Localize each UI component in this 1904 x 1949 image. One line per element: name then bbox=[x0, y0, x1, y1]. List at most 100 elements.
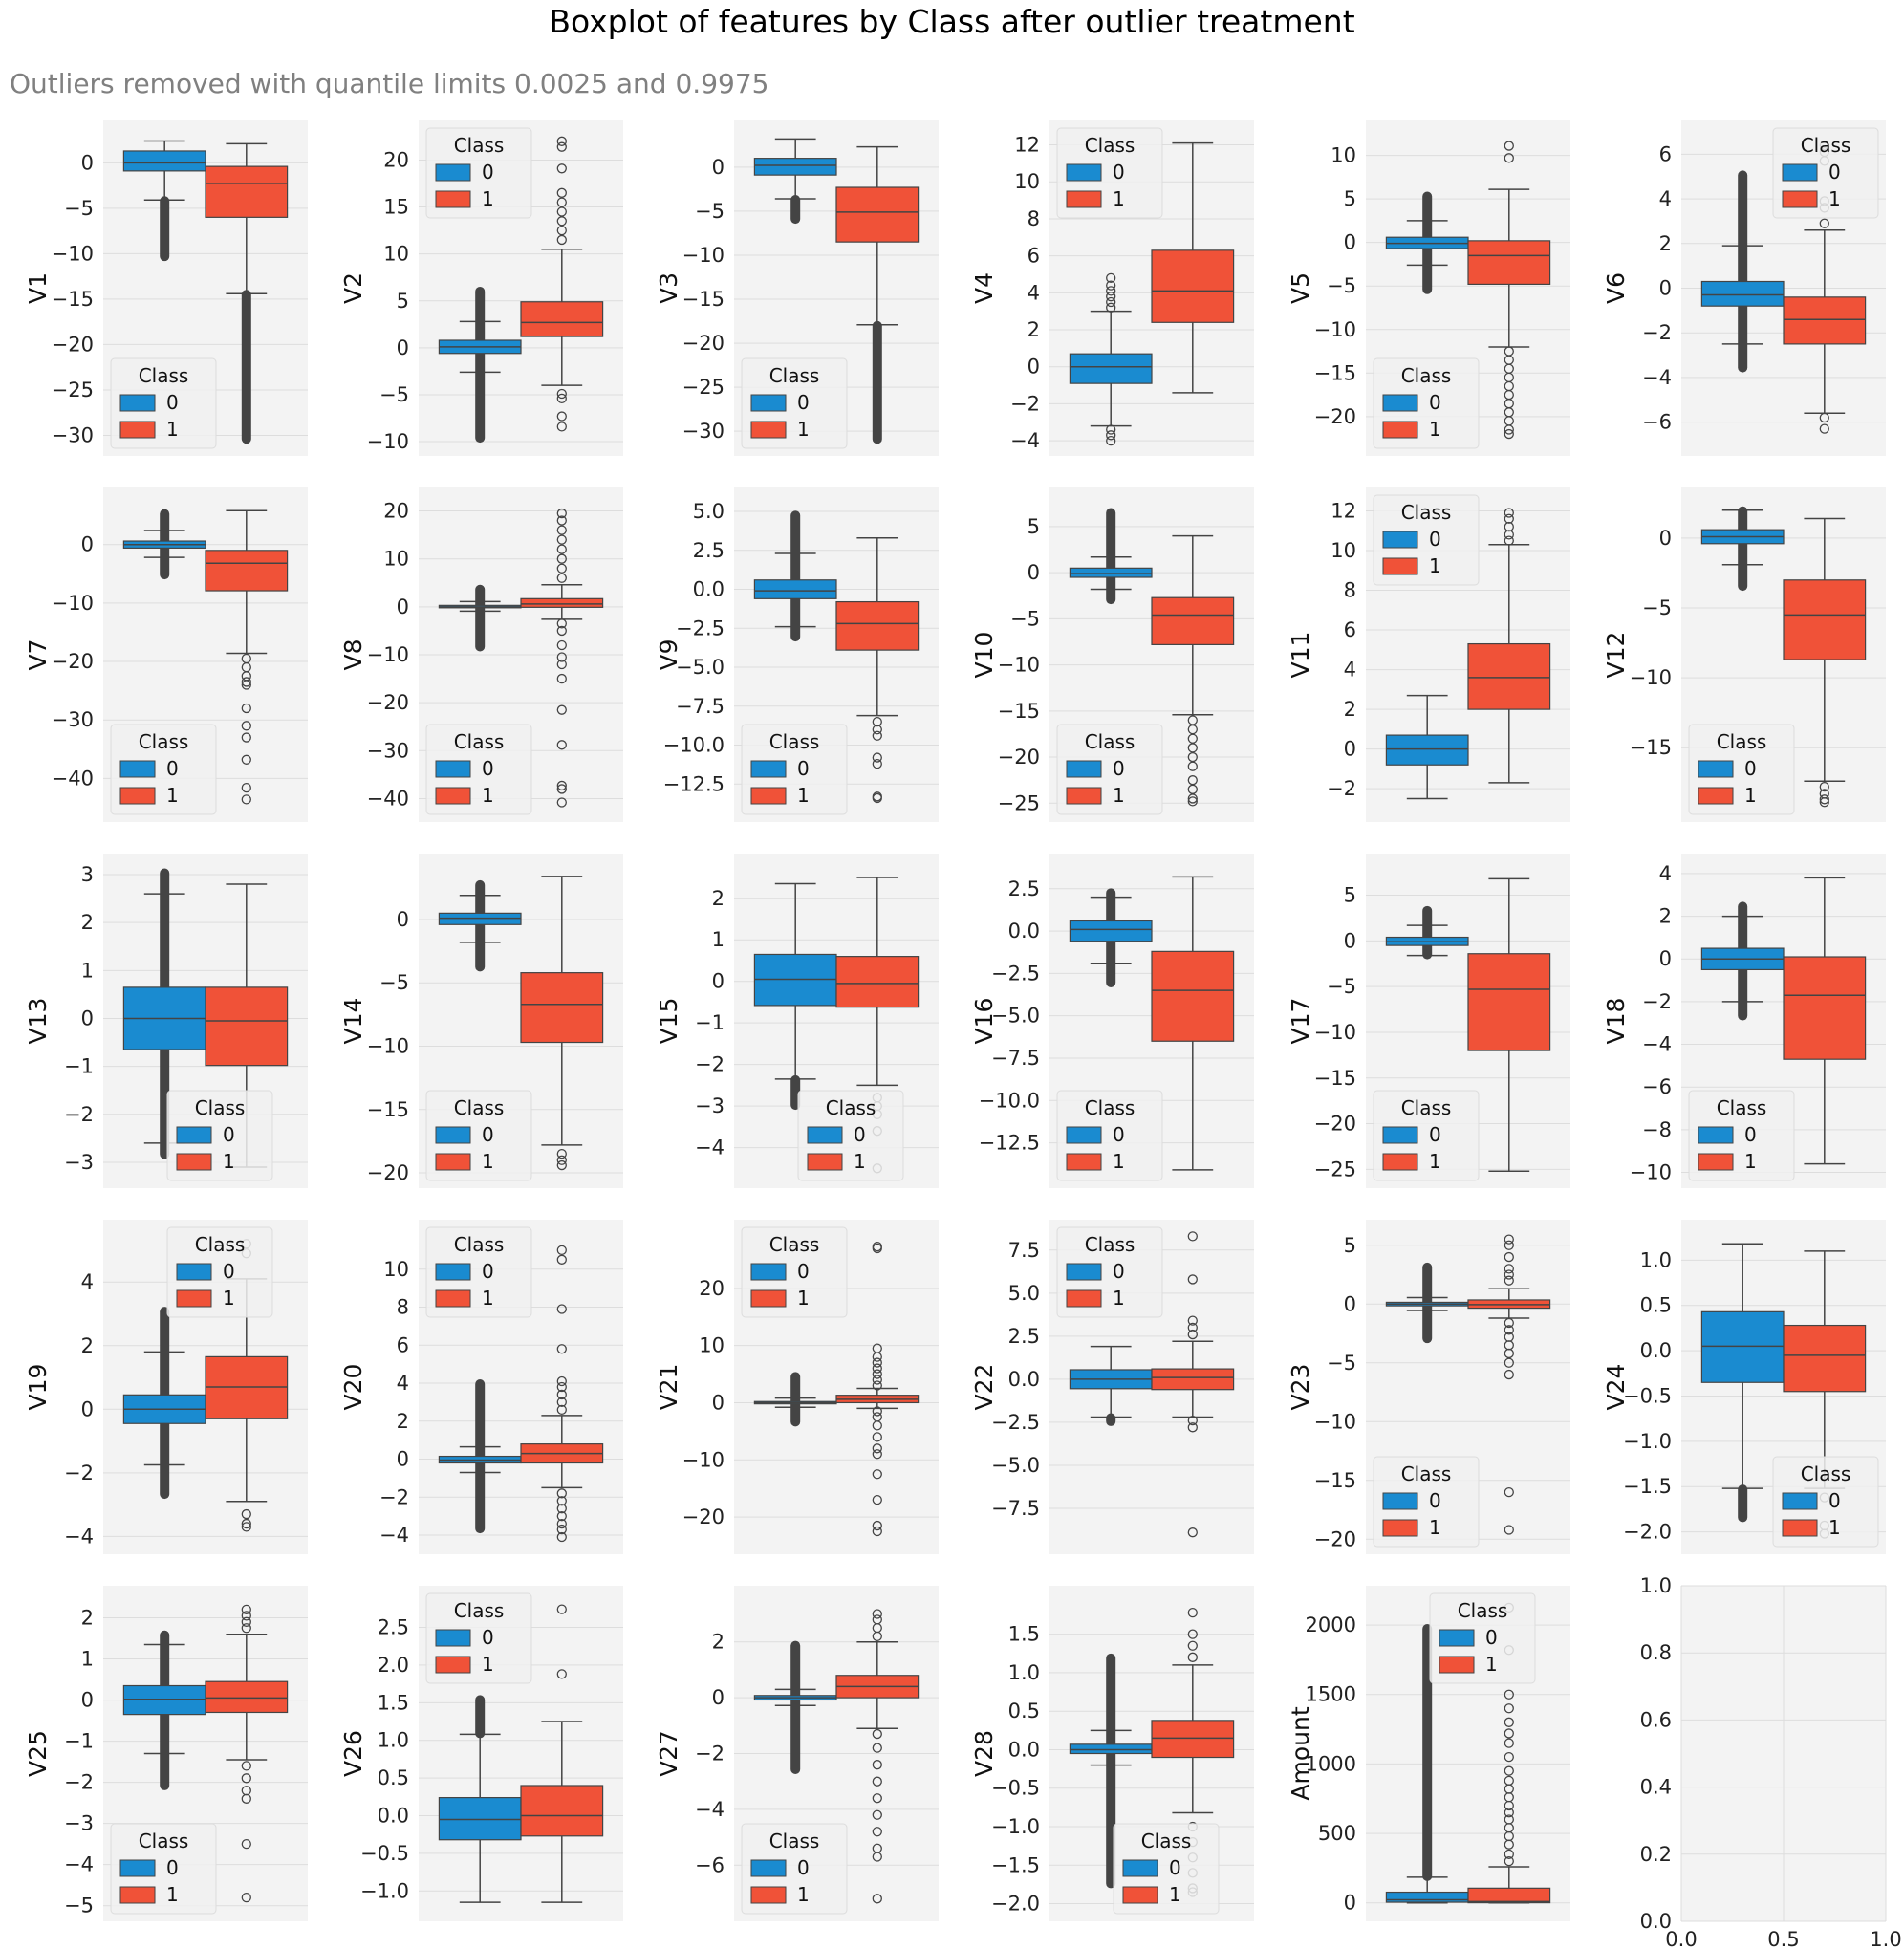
y-tick-label: 4 bbox=[81, 1270, 94, 1293]
y-tick-label: 0.0 bbox=[1008, 1368, 1040, 1391]
subplot-v20: 10 8 6 4 2 0 −2 −4 V20 Class 0 1 bbox=[339, 1220, 623, 1554]
outlier-point bbox=[1187, 761, 1198, 771]
legend-title: Class bbox=[454, 1233, 505, 1256]
y-tick-label: 4 bbox=[397, 1372, 409, 1395]
legend-label-class-0: 0 bbox=[223, 1260, 235, 1283]
legend-swatch-class-1 bbox=[435, 190, 471, 208]
outlier-point bbox=[556, 234, 567, 246]
legend-swatch-class-0 bbox=[435, 163, 471, 182]
y-tick-label: −1.5 bbox=[991, 1853, 1040, 1876]
outlier-point bbox=[1187, 1527, 1198, 1538]
y-tick-label: 10 bbox=[699, 1334, 725, 1357]
y-tick-label: −12.5 bbox=[663, 772, 725, 795]
y-axis-label: V3 bbox=[655, 272, 682, 304]
legend-label-class-1: 1 bbox=[1113, 1287, 1125, 1310]
y-tick-label: 2 bbox=[81, 911, 94, 934]
y-tick-label: −4 bbox=[695, 1798, 725, 1821]
outlier-point bbox=[556, 534, 567, 545]
outlier-point bbox=[1819, 412, 1829, 423]
outlier-point bbox=[872, 1743, 882, 1753]
outlier-point bbox=[1504, 1357, 1514, 1368]
legend-title: Class bbox=[454, 134, 505, 157]
outlier-point bbox=[241, 1793, 251, 1804]
legend-swatch-class-1 bbox=[1066, 1153, 1102, 1171]
legend-label-class-0: 0 bbox=[1113, 757, 1125, 780]
legend-swatch-class-1 bbox=[1782, 190, 1818, 208]
y-tick-label: −2 bbox=[1010, 392, 1040, 415]
legend-swatch-class-0 bbox=[750, 760, 787, 778]
legend-title: Class bbox=[769, 1233, 820, 1256]
subplot-v11: 12 10 8 6 4 2 0 −2 V11 Class 0 1 bbox=[1287, 487, 1570, 822]
legend-label-class-1: 1 bbox=[482, 187, 494, 210]
y-tick-label: 0 bbox=[712, 156, 725, 179]
y-tick-label: −2 bbox=[1327, 777, 1356, 800]
box-class-1 bbox=[1151, 141, 1235, 394]
y-tick-label: −15 bbox=[1314, 361, 1356, 384]
box-class-1 bbox=[520, 508, 604, 808]
y-tick-label: 0 bbox=[81, 533, 94, 556]
legend-label-class-1: 1 bbox=[1744, 784, 1757, 807]
outlier-point bbox=[556, 740, 567, 750]
outlier-band bbox=[1738, 506, 1748, 592]
legend-label-class-0: 0 bbox=[1744, 757, 1757, 780]
outlier-point bbox=[1504, 1275, 1514, 1286]
legend-swatch-class-0 bbox=[1782, 163, 1818, 182]
y-tick-label: 1.0 bbox=[378, 1729, 409, 1752]
outlier-point bbox=[1106, 292, 1116, 302]
y-tick-label: 8 bbox=[1344, 579, 1356, 602]
y-tick-label: −15 bbox=[1314, 1067, 1356, 1090]
y-tick-label: 0.0 bbox=[1640, 1339, 1672, 1362]
y-tick-label: 1.0 bbox=[1008, 1661, 1040, 1684]
subplot-v24: 1.0 0.5 0.0 −0.5 −1.0 −1.5 −2.0 V24 Class 0 1 bbox=[1602, 1220, 1886, 1554]
figure-title: Boxplot of features by Class after outli… bbox=[549, 3, 1354, 40]
box-class-1 bbox=[1151, 1607, 1235, 1897]
outlier-point bbox=[1106, 272, 1116, 284]
box-class-0 bbox=[1069, 508, 1153, 605]
box-class-0 bbox=[1385, 694, 1469, 800]
box-class-1 bbox=[1151, 534, 1235, 807]
outlier-point bbox=[556, 625, 567, 637]
outlier-point bbox=[1187, 1640, 1198, 1651]
outlier-point bbox=[556, 1254, 567, 1265]
box-class-1 bbox=[1151, 1231, 1235, 1538]
box-iqr bbox=[1069, 920, 1153, 942]
outlier-point bbox=[872, 1526, 882, 1537]
y-tick-label: −10.0 bbox=[663, 734, 725, 757]
subplot-v23: 5 0 −5 −10 −15 −20 V23 Class 0 1 bbox=[1287, 1220, 1570, 1554]
legend-swatch-class-1 bbox=[435, 1153, 471, 1171]
outlier-point bbox=[556, 1488, 567, 1499]
legend-title: Class bbox=[1401, 1096, 1452, 1119]
y-tick-label: 4 bbox=[1659, 187, 1672, 210]
outlier-point bbox=[872, 1609, 882, 1619]
y-tick-label: −4 bbox=[379, 1524, 409, 1547]
outlier-point bbox=[241, 782, 251, 793]
y-tick-label: 5 bbox=[1344, 1234, 1356, 1257]
outlier-point bbox=[556, 1397, 567, 1408]
outlier-point bbox=[1187, 1607, 1198, 1618]
box-iqr bbox=[205, 550, 289, 592]
y-tick-label: 0 bbox=[81, 1007, 94, 1029]
y-tick-label: −40 bbox=[52, 767, 94, 790]
legend-label-class-0: 0 bbox=[166, 757, 179, 780]
box-class-1 bbox=[1467, 508, 1551, 784]
legend-title: Class bbox=[1401, 1462, 1452, 1485]
legend-label-class-0: 0 bbox=[1429, 1489, 1441, 1512]
outlier-point bbox=[1504, 428, 1514, 440]
outlier-point bbox=[1504, 521, 1514, 532]
legend-swatch-class-1 bbox=[176, 1153, 212, 1171]
y-tick-label: 0 bbox=[712, 1686, 725, 1709]
outlier-point bbox=[872, 758, 882, 769]
x-tick-label: 0.0 bbox=[1665, 1928, 1697, 1949]
y-tick-label: 0.5 bbox=[1008, 1700, 1040, 1722]
outlier-point bbox=[556, 141, 567, 152]
outlier-point bbox=[1106, 430, 1116, 441]
subplot-v6: 6 4 2 0 −2 −4 −6 V6 Class 0 1 bbox=[1602, 120, 1886, 456]
y-tick-label: 8 bbox=[1028, 207, 1040, 230]
outlier-band bbox=[475, 879, 486, 972]
legend-swatch-class-1 bbox=[1698, 787, 1734, 805]
subplot-v28: 1.5 1.0 0.5 0.0 −0.5 −1.0 −1.5 −2.0 V28 Class 0 1 bbox=[970, 1586, 1254, 1921]
outlier-point bbox=[556, 1531, 567, 1543]
y-tick-label: −10 bbox=[682, 244, 725, 267]
legend-label-class-1: 1 bbox=[482, 784, 494, 807]
outlier-point bbox=[1187, 1329, 1198, 1340]
